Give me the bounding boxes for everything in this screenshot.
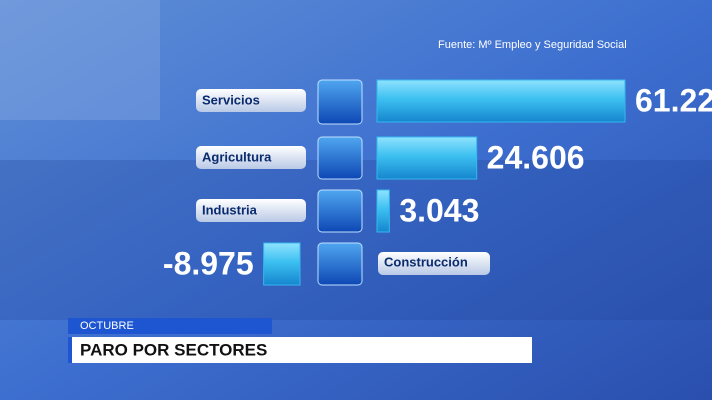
label-pill [378, 252, 490, 275]
value-label: -8.975 [163, 245, 254, 281]
category-label: Servicios [202, 92, 260, 107]
icons [317, 79, 363, 286]
bar [376, 79, 626, 123]
value-label: 61.224 [635, 82, 712, 118]
icon [317, 136, 363, 180]
label-pill [196, 146, 306, 169]
label-pill [196, 199, 306, 222]
chart-title: PARO POR SECTORES [80, 340, 267, 359]
bar [376, 189, 390, 233]
value-label: 24.606 [487, 139, 585, 175]
background-photo [0, 0, 160, 120]
category-label: Agricultura [202, 149, 272, 164]
icon [317, 242, 363, 286]
title-bar [68, 337, 532, 363]
icon [317, 79, 363, 125]
subtitle-bar [68, 318, 272, 334]
category-label: Construcción [384, 254, 468, 269]
bar [376, 136, 478, 180]
background-crowd [0, 160, 712, 320]
title-accent [68, 337, 72, 363]
subtitle: OCTUBRE [80, 320, 134, 332]
category-label: Industria [202, 202, 258, 217]
label-pill [196, 89, 306, 112]
bar [263, 242, 301, 286]
icon [317, 189, 363, 233]
source: Fuente: Mº Empleo y Seguridad Social [438, 39, 627, 51]
value-label: 3.043 [399, 192, 479, 228]
